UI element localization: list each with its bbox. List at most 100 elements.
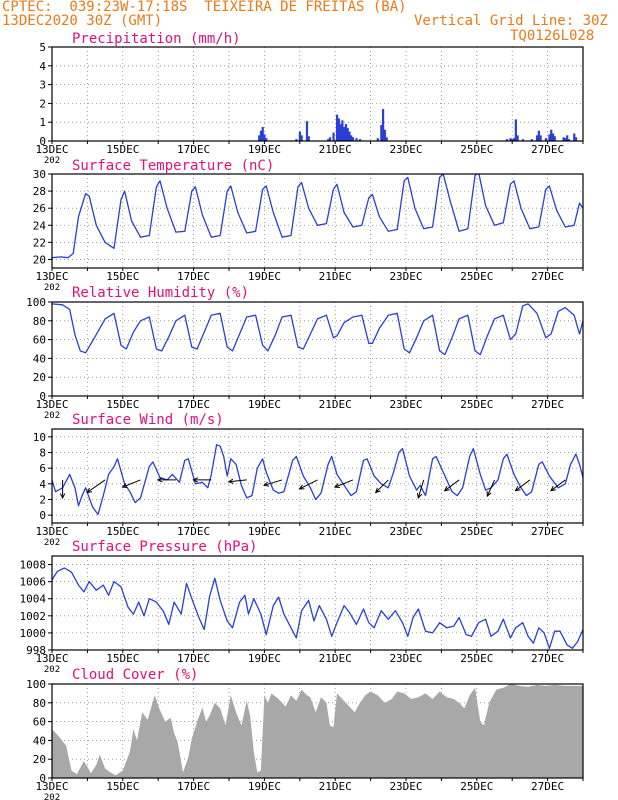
x-tick-label: 23DEC: [389, 780, 422, 793]
precip-bar: [380, 125, 383, 141]
x-tick-label: 21DEC: [319, 525, 352, 538]
precip-bar: [537, 130, 540, 141]
x-tick-label: 19DEC: [248, 270, 281, 283]
x-tick-label: 15DEC: [106, 780, 139, 793]
x-tick-label: 13DEC: [35, 270, 68, 283]
wind-vector-head: [192, 477, 199, 483]
panel-rh: [48, 301, 584, 399]
wind-vector: [444, 479, 460, 492]
precip-bar: [385, 137, 388, 141]
y-tick-label: 0: [39, 772, 46, 785]
y-tick-label: 2: [39, 97, 46, 110]
panel-title-temp: Surface Temperature (nC): [72, 158, 274, 174]
x-tick-label: 21DEC: [319, 398, 352, 411]
x-tick-label: 13DEC: [35, 780, 68, 793]
panel-title-pres: Surface Pressure (hPa): [72, 539, 257, 555]
x-tick-label: 19DEC: [248, 780, 281, 793]
y-tick-label: 1004: [20, 593, 47, 606]
panel-frame: [51, 683, 584, 779]
x-tick-label: 15DEC: [106, 652, 139, 665]
wind-vector: [515, 479, 531, 492]
panel-frame: [51, 428, 584, 524]
x-year-label: 202: [44, 411, 60, 421]
panel-frame: [51, 173, 584, 269]
x-year-label: 202: [44, 665, 60, 675]
precip-bar: [328, 137, 332, 141]
y-tick-label: 80: [33, 315, 46, 328]
precip-bar: [327, 139, 330, 141]
precip-bar: [573, 133, 576, 141]
y-tick-label: 20: [33, 253, 46, 266]
precip-bar: [562, 137, 565, 141]
header-station-line: CPTEC: 039:23W-17:18S TEIXEIRA DE FREITA…: [2, 0, 407, 15]
y-tick-label: 1008: [20, 559, 47, 572]
wind-vector-head: [59, 493, 66, 500]
y-tick-label: 4: [39, 478, 46, 491]
precip-bar: [550, 129, 553, 141]
x-tick-label: 21DEC: [319, 270, 352, 283]
precip-bar: [307, 136, 310, 141]
wind-vector: [550, 479, 566, 492]
precip-bar: [332, 132, 335, 141]
x-year-label: 202: [44, 793, 60, 800]
x-tick-label: 13DEC: [35, 143, 68, 156]
wind-vector: [486, 479, 495, 497]
x-tick-label: 17DEC: [177, 525, 210, 538]
wind-vector: [299, 479, 318, 490]
x-year-label: 202: [44, 283, 60, 293]
panel-pres: [48, 555, 584, 653]
y-tick-label: 20: [33, 753, 46, 766]
precip-bar: [305, 121, 309, 141]
y-tick-label: 80: [33, 697, 46, 710]
x-tick-label: 21DEC: [319, 652, 352, 665]
x-tick-label: 19DEC: [248, 143, 281, 156]
wind-vector: [334, 479, 354, 488]
precip-bar: [381, 109, 385, 141]
wind-vector: [263, 479, 283, 486]
x-tick-label: 23DEC: [389, 525, 422, 538]
precip-bar: [544, 138, 548, 141]
y-tick-label: 4: [39, 60, 46, 73]
precip-bar: [265, 138, 268, 141]
precip-bar: [341, 120, 344, 141]
y-tick-label: 30: [33, 168, 46, 181]
panel-wind: [48, 428, 584, 526]
y-tick-label: 3: [39, 79, 46, 92]
x-tick-label: 25DEC: [460, 525, 493, 538]
x-tick-label: 25DEC: [460, 398, 493, 411]
precip-bar: [516, 135, 519, 141]
precip-bar: [514, 119, 517, 141]
y-tick-label: 40: [33, 352, 46, 365]
y-tick-label: 24: [33, 219, 47, 232]
y-tick-label: 26: [33, 202, 46, 215]
wind-vector-head: [443, 486, 450, 492]
precip-bar: [261, 126, 264, 141]
x-tick-label: 23DEC: [389, 652, 422, 665]
wind-vector-head: [298, 484, 305, 490]
cloud-area: [52, 684, 583, 778]
panel-temp: [48, 173, 584, 271]
x-tick-label: 17DEC: [177, 398, 210, 411]
y-tick-label: 100: [26, 296, 46, 309]
header-run-code: TQ0126L028: [510, 28, 595, 44]
precip-bar: [564, 138, 567, 141]
y-tick-label: 0: [39, 509, 46, 522]
x-tick-label: 15DEC: [106, 143, 139, 156]
precip-bar: [355, 138, 358, 141]
wind-vector: [375, 479, 389, 493]
x-tick-label: 23DEC: [389, 398, 422, 411]
x-tick-label: 19DEC: [248, 398, 281, 411]
x-tick-label: 25DEC: [460, 652, 493, 665]
precip-bar: [263, 134, 266, 141]
y-tick-label: 28: [33, 185, 46, 198]
precip-bar: [335, 114, 339, 141]
y-tick-label: 1002: [20, 610, 47, 623]
panel-frame: [51, 46, 584, 142]
precip-bar: [566, 135, 569, 141]
precip-bar: [511, 139, 514, 141]
precip-bar: [351, 137, 355, 141]
precip-bar: [344, 124, 348, 141]
y-tick-label: 60: [33, 334, 46, 347]
header-run-date: 13DEC2020 30Z (GMT): [2, 13, 163, 29]
x-tick-label: 15DEC: [106, 398, 139, 411]
